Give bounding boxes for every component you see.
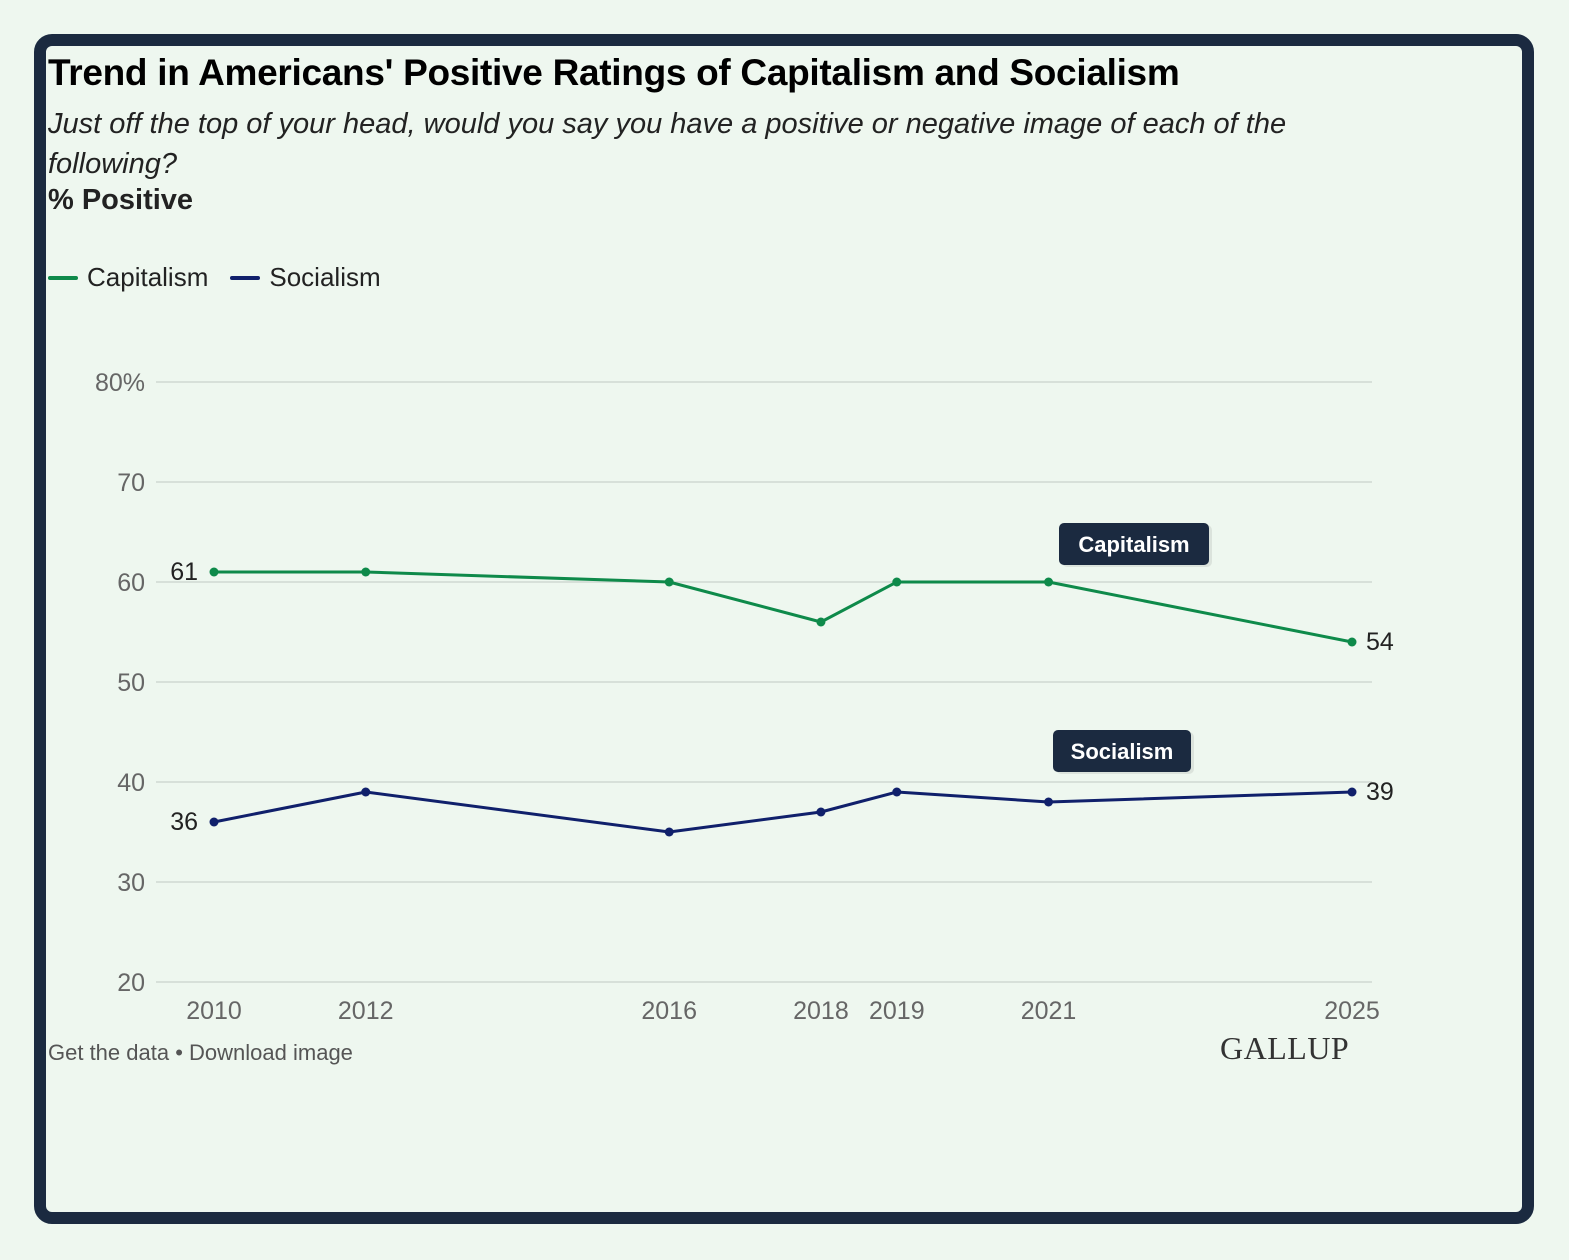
end-value-label-socialism: 39 xyxy=(1366,778,1394,806)
callout-box-capitalism xyxy=(1059,523,1209,565)
x-tick-label-2016: 2016 xyxy=(641,997,697,1025)
chart-subtitle: Just off the top of your head, would you… xyxy=(48,108,1287,180)
legend-item-socialism[interactable]: Socialism xyxy=(230,262,381,293)
download-image-link[interactable]: Download image xyxy=(189,1040,353,1065)
y-tick-label-20: 20 xyxy=(117,969,145,997)
series-line-socialism xyxy=(213,790,1353,834)
legend-label-capitalism: Capitalism xyxy=(87,262,209,292)
callout-label-socialism: Socialism xyxy=(1071,739,1174,764)
data-point-socialism-2019 xyxy=(892,787,902,797)
gallup-logo: GALLUP xyxy=(1220,1030,1350,1066)
end-value-label-capitalism: 54 xyxy=(1366,628,1394,656)
data-point-socialism-2025 xyxy=(1347,787,1357,797)
legend: Capitalism Socialism xyxy=(48,262,381,293)
y-tick-label-50: 50 xyxy=(117,669,145,697)
y-tick-label-80: 80% xyxy=(95,369,145,397)
x-tick-label-2012: 2012 xyxy=(338,997,394,1025)
data-point-socialism-2010 xyxy=(209,817,219,827)
y-tick-label-70: 70 xyxy=(117,469,145,497)
get-data-link[interactable]: Get the data xyxy=(48,1040,170,1065)
callout-label-capitalism: Capitalism xyxy=(1078,532,1189,557)
x-tick-label-2025: 2025 xyxy=(1324,997,1380,1025)
data-point-capitalism-2025 xyxy=(1347,637,1357,647)
data-point-socialism-2021 xyxy=(1044,797,1054,807)
unit-label: % Positive xyxy=(48,184,194,216)
legend-label-socialism: Socialism xyxy=(269,262,381,292)
x-tick-label-2021: 2021 xyxy=(1021,997,1077,1025)
data-point-socialism-2016 xyxy=(664,827,674,837)
data-point-capitalism-2018 xyxy=(816,617,826,627)
callout-box-socialism xyxy=(1053,730,1191,772)
data-point-capitalism-2010 xyxy=(209,567,219,577)
y-tick-label-30: 30 xyxy=(117,869,145,897)
data-point-socialism-2012 xyxy=(361,787,371,797)
y-tick-label-60: 60 xyxy=(117,569,145,597)
start-value-label-capitalism: 61 xyxy=(170,558,198,586)
footer-separator: • xyxy=(175,1040,183,1065)
x-tick-label-2018: 2018 xyxy=(793,997,849,1025)
legend-item-capitalism[interactable]: Capitalism xyxy=(48,262,208,293)
start-value-label-socialism: 36 xyxy=(170,808,198,836)
data-point-socialism-2018 xyxy=(816,807,826,817)
x-tick-label-2010: 2010 xyxy=(186,997,242,1025)
footer-links: Get the data • Download image xyxy=(48,1040,353,1066)
y-tick-label-40: 40 xyxy=(117,769,145,797)
data-point-capitalism-2019 xyxy=(892,577,902,587)
data-point-capitalism-2016 xyxy=(664,577,674,587)
legend-swatch-capitalism xyxy=(48,275,78,280)
data-point-capitalism-2012 xyxy=(361,567,371,577)
legend-swatch-socialism xyxy=(230,275,261,280)
data-point-capitalism-2021 xyxy=(1044,577,1054,587)
x-tick-label-2019: 2019 xyxy=(869,997,925,1025)
chart-title: Trend in Americans' Positive Ratings of … xyxy=(48,52,1180,93)
